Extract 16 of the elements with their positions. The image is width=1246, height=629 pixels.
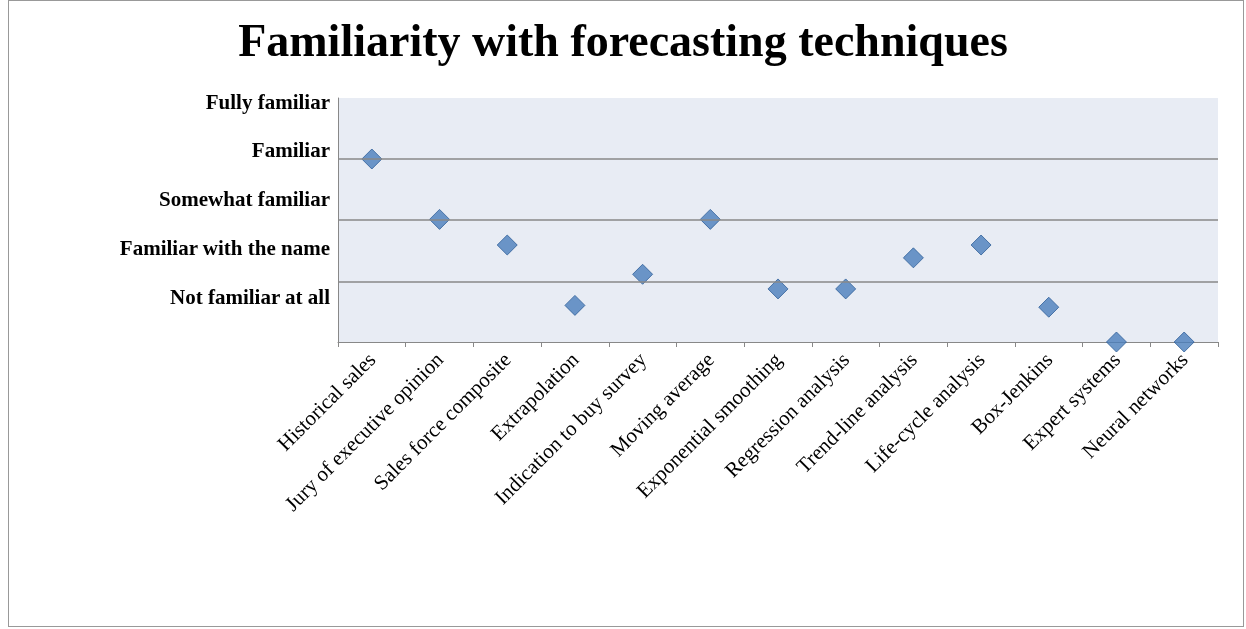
chart-title: Familiarity with forecasting techniques <box>238 14 1008 66</box>
point <box>1173 331 1195 353</box>
text: Somewhat familiar <box>159 187 330 211</box>
point <box>902 247 924 269</box>
point <box>767 278 789 300</box>
point <box>1038 296 1060 318</box>
point <box>970 234 992 256</box>
text: Familiar <box>251 138 330 163</box>
point <box>564 294 586 316</box>
point <box>835 278 857 300</box>
text: Familiar with the name <box>119 235 330 260</box>
text: Not familiar at all <box>169 284 331 309</box>
point <box>632 263 654 285</box>
point <box>1105 331 1127 353</box>
text: Fully familiar <box>205 89 330 114</box>
point <box>496 234 518 256</box>
